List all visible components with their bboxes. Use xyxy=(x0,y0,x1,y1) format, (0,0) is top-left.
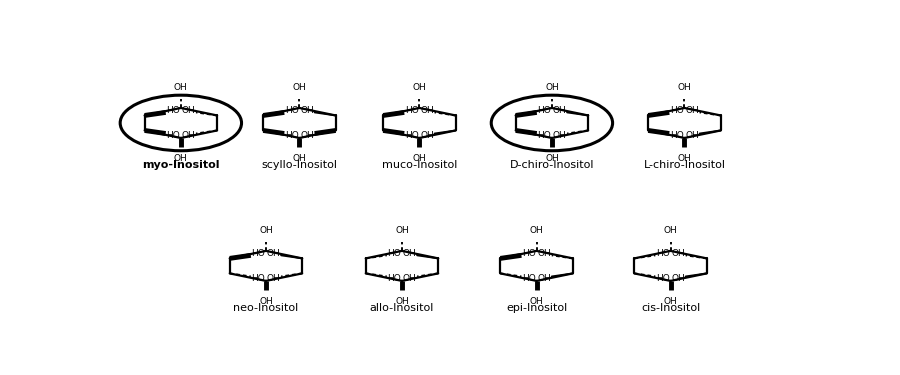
Text: OH: OH xyxy=(292,154,306,163)
Text: HO: HO xyxy=(537,106,552,115)
Text: HO: HO xyxy=(405,131,418,140)
Text: L-chiro-Inositol: L-chiro-Inositol xyxy=(644,160,725,170)
Text: OH: OH xyxy=(182,131,195,140)
Text: OH: OH xyxy=(292,83,306,92)
Text: muco-Inositol: muco-Inositol xyxy=(382,160,457,170)
Text: epi-Inositol: epi-Inositol xyxy=(506,303,567,312)
Text: OH: OH xyxy=(553,131,566,140)
Text: HO: HO xyxy=(166,106,180,115)
Text: OH: OH xyxy=(300,106,314,115)
Text: HO: HO xyxy=(388,274,401,283)
Text: HO: HO xyxy=(252,274,266,283)
Text: OH: OH xyxy=(174,154,188,163)
Text: OH: OH xyxy=(402,249,417,258)
Text: OH: OH xyxy=(545,154,559,163)
Text: OH: OH xyxy=(678,154,691,163)
Text: HO: HO xyxy=(285,106,299,115)
Text: OH: OH xyxy=(174,83,188,92)
Text: OH: OH xyxy=(545,83,559,92)
Text: OH: OH xyxy=(663,297,678,306)
Text: OH: OH xyxy=(530,226,544,235)
Text: OH: OH xyxy=(395,226,409,235)
Text: D-chiro-Inositol: D-chiro-Inositol xyxy=(509,160,594,170)
Text: OH: OH xyxy=(530,297,544,306)
Text: cis-Inositol: cis-Inositol xyxy=(641,303,700,312)
Text: OH: OH xyxy=(420,106,434,115)
Text: OH: OH xyxy=(412,154,427,163)
Text: OH: OH xyxy=(266,249,280,258)
Text: HO: HO xyxy=(522,274,536,283)
Text: OH: OH xyxy=(671,274,685,283)
Text: HO: HO xyxy=(388,249,401,258)
Text: HO: HO xyxy=(166,131,180,140)
Text: OH: OH xyxy=(678,83,691,92)
Text: OH: OH xyxy=(420,131,434,140)
Text: OH: OH xyxy=(266,274,280,283)
Text: OH: OH xyxy=(395,297,409,306)
Text: OH: OH xyxy=(685,106,698,115)
Text: HO: HO xyxy=(656,274,670,283)
Text: OH: OH xyxy=(259,226,273,235)
Text: myo-Inositol: myo-Inositol xyxy=(142,160,220,170)
Text: OH: OH xyxy=(182,106,195,115)
Text: HO: HO xyxy=(285,131,299,140)
Text: scyllo-Inositol: scyllo-Inositol xyxy=(261,160,338,170)
Text: OH: OH xyxy=(402,274,417,283)
Text: HO: HO xyxy=(522,249,536,258)
Text: OH: OH xyxy=(300,131,314,140)
Text: HO: HO xyxy=(252,249,266,258)
Text: OH: OH xyxy=(537,249,551,258)
Text: HO: HO xyxy=(670,106,684,115)
Text: OH: OH xyxy=(671,249,685,258)
Text: OH: OH xyxy=(663,226,678,235)
Text: OH: OH xyxy=(685,131,698,140)
Text: OH: OH xyxy=(537,274,551,283)
Text: HO: HO xyxy=(670,131,684,140)
Text: neo-Inositol: neo-Inositol xyxy=(233,303,299,312)
Text: OH: OH xyxy=(259,297,273,306)
Text: OH: OH xyxy=(412,83,427,92)
Text: OH: OH xyxy=(553,106,566,115)
Text: HO: HO xyxy=(405,106,418,115)
Text: HO: HO xyxy=(537,131,552,140)
Text: allo-Inositol: allo-Inositol xyxy=(370,303,434,312)
Text: HO: HO xyxy=(656,249,670,258)
